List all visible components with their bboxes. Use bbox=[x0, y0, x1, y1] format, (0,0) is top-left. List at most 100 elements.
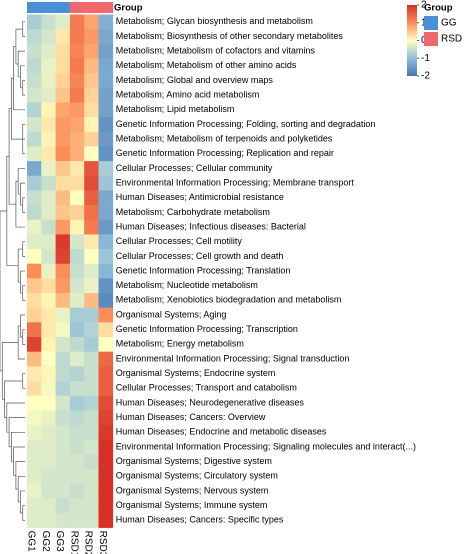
heatmap-cell bbox=[98, 131, 114, 147]
heatmap-cell bbox=[69, 278, 85, 294]
heatmap-cell bbox=[69, 395, 85, 411]
heatmap-cell bbox=[41, 43, 56, 59]
column-label: GG2 bbox=[40, 531, 51, 553]
column-label: RSD2 bbox=[83, 531, 94, 554]
dendrogram-branch bbox=[22, 197, 25, 213]
dendrogram-branch bbox=[22, 80, 25, 96]
heatmap-cell bbox=[69, 337, 85, 352]
heatmap-cell bbox=[41, 175, 56, 191]
heatmap-cell bbox=[84, 190, 99, 206]
dendrogram-branch bbox=[17, 50, 25, 78]
heatmap-cell bbox=[84, 439, 99, 455]
heatmap-cell bbox=[84, 249, 99, 265]
dendrogram-branch bbox=[15, 461, 25, 490]
heatmap-cell bbox=[84, 424, 99, 440]
heatmap-cell bbox=[98, 102, 114, 118]
heatmap-cell bbox=[98, 73, 114, 89]
heatmap-cell bbox=[27, 73, 42, 89]
heatmap-cell bbox=[98, 249, 114, 265]
heatmap-cell bbox=[55, 263, 71, 279]
heatmap-cell bbox=[27, 43, 42, 59]
heatmap-cell bbox=[98, 205, 114, 221]
heatmap-cell bbox=[84, 29, 99, 45]
heatmap-cell bbox=[69, 249, 85, 265]
heatmap-cell bbox=[69, 454, 85, 470]
heatmap-cell bbox=[41, 410, 56, 426]
row-label: Human Diseases; Neurodegenerative diseas… bbox=[116, 397, 305, 407]
heatmap-cell bbox=[84, 498, 99, 514]
row-label: Environmental Information Processing; Si… bbox=[116, 353, 350, 363]
heatmap-cell bbox=[69, 234, 85, 250]
column-label: GG1 bbox=[26, 531, 37, 553]
heatmap-cell bbox=[84, 293, 99, 308]
heatmap-cell bbox=[69, 175, 85, 191]
heatmap-cell bbox=[84, 278, 99, 294]
heatmap-cell bbox=[41, 205, 56, 221]
group-annotation-cell bbox=[69, 2, 85, 13]
heatmap-cell bbox=[41, 161, 56, 177]
heatmap-cell bbox=[41, 351, 56, 367]
heatmap-cell bbox=[55, 439, 71, 455]
heatmap-cell bbox=[69, 263, 85, 279]
dendrogram-branch bbox=[15, 28, 23, 65]
heatmap-cell bbox=[27, 29, 42, 45]
row-label: Human Diseases; Endocrine and metabolic … bbox=[116, 427, 327, 437]
heatmap-cell bbox=[98, 483, 114, 499]
heatmap-cell bbox=[41, 190, 56, 206]
heatmap-cell bbox=[41, 498, 56, 514]
group-annotation-cell bbox=[98, 2, 114, 13]
heatmap-cell bbox=[84, 131, 99, 147]
heatmap-cell bbox=[41, 381, 56, 396]
heatmap-cell bbox=[98, 14, 114, 30]
row-label: Organismal Systems; Digestive system bbox=[116, 456, 272, 466]
heatmap-cell bbox=[55, 278, 71, 294]
heatmap-cell bbox=[98, 337, 114, 352]
heatmap-cell bbox=[69, 43, 85, 59]
heatmap-cell bbox=[41, 293, 56, 308]
heatmap-cell bbox=[55, 337, 71, 352]
row-label: Metabolism; Nucleotide metabolism bbox=[116, 280, 258, 290]
heatmap-cell bbox=[98, 410, 114, 426]
heatmap-cell bbox=[84, 366, 99, 382]
dendrogram-branch bbox=[15, 180, 25, 228]
heatmap-cell bbox=[55, 43, 71, 59]
heatmap-cell bbox=[98, 395, 114, 411]
dendrogram-branch bbox=[4, 380, 23, 418]
heatmap-cell bbox=[55, 351, 71, 367]
heatmap-cell bbox=[98, 351, 114, 367]
row-label: Metabolism; Global and overview maps bbox=[116, 75, 274, 85]
heatmap-cell bbox=[27, 102, 42, 118]
heatmap-cell bbox=[27, 483, 42, 499]
heatmap-cell bbox=[27, 278, 42, 294]
heatmap-cell bbox=[98, 293, 114, 308]
row-label: Metabolism; Amino acid metabolism bbox=[116, 90, 260, 100]
heatmap-cell bbox=[98, 161, 114, 177]
heatmap-cell bbox=[55, 424, 71, 440]
heatmap-cell bbox=[41, 87, 56, 103]
heatmap-cell bbox=[98, 307, 114, 323]
heatmap-cell bbox=[69, 14, 85, 30]
row-label: Organismal Systems; Endocrine system bbox=[116, 368, 276, 378]
row-label: Genetic Information Processing; Transcri… bbox=[116, 324, 298, 334]
heatmap-cell bbox=[55, 366, 71, 382]
heatmap-cell bbox=[41, 131, 56, 147]
color-scale-bar bbox=[407, 5, 417, 76]
heatmap-cell bbox=[27, 146, 42, 162]
heatmap-cell bbox=[27, 424, 42, 440]
heatmap-cell bbox=[69, 483, 85, 499]
dendrogram-branch bbox=[17, 168, 25, 195]
column-label: RSD1 bbox=[68, 531, 79, 554]
heatmap-cell bbox=[41, 73, 56, 89]
dendrogram-branch bbox=[22, 505, 25, 521]
heatmap-cell bbox=[41, 58, 56, 74]
heatmap-cell bbox=[84, 351, 99, 367]
heatmap-cell bbox=[41, 29, 56, 45]
heatmap-cell bbox=[84, 161, 99, 177]
row-label: Organismal Systems; Aging bbox=[116, 309, 227, 319]
heatmap-cell bbox=[69, 439, 85, 455]
heatmap-cell bbox=[69, 410, 85, 426]
heatmap-cell bbox=[84, 205, 99, 221]
heatmap-cell bbox=[84, 483, 99, 499]
heatmap-cell bbox=[55, 468, 71, 484]
heatmap-cell bbox=[69, 190, 85, 206]
